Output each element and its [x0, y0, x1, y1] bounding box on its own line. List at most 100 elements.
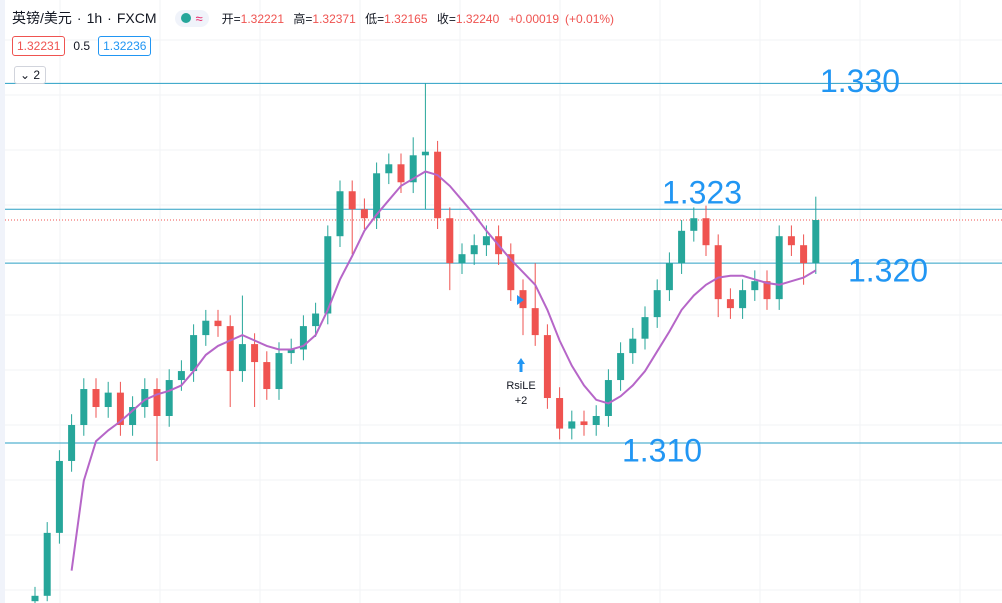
candle-body: [409, 155, 417, 183]
candle-body: [421, 151, 429, 156]
candle-body: [556, 398, 564, 429]
candle-body: [190, 335, 198, 372]
candle-body: [470, 245, 478, 255]
level-label: 1.330: [820, 63, 900, 99]
candle-body: [812, 220, 820, 264]
candle-body: [702, 218, 710, 246]
source: FXCM: [116, 10, 157, 26]
candle-body: [324, 236, 332, 314]
moving-average: [70, 170, 817, 571]
candle-body: [458, 254, 466, 264]
candle-body: [751, 281, 759, 291]
candle-body: [104, 392, 112, 408]
signal-marker: [517, 295, 524, 305]
annotation-text: RsiLE: [506, 380, 535, 392]
candle-body: [275, 353, 283, 390]
candle-body: [580, 421, 588, 425]
candle-body: [678, 230, 686, 264]
candle-body: [92, 389, 100, 408]
plot: RsiLE +2: [31, 83, 820, 603]
symbol: 英镑/美元: [12, 10, 72, 26]
candle-body: [360, 209, 368, 219]
candle-body: [446, 218, 454, 264]
candle-body: [214, 320, 222, 327]
candle-body: [177, 371, 185, 381]
candle-body: [397, 164, 405, 183]
candle-body: [739, 290, 747, 309]
change-pct: (+0.01%): [565, 11, 615, 26]
candle-body: [202, 320, 210, 336]
candle-body: [43, 532, 51, 596]
candle-body: [55, 460, 63, 533]
candle-body: [129, 407, 137, 425]
open-value: 1.32221: [240, 11, 285, 26]
candle-body: [617, 353, 625, 381]
candle-body: [592, 416, 600, 425]
indicator-count: 2: [33, 68, 41, 82]
level-label: 1.320: [848, 253, 928, 289]
candle-body: [800, 245, 808, 264]
high-label: 高=: [293, 11, 313, 26]
candle-body: [543, 335, 551, 399]
sell-button[interactable]: 1.32231: [12, 36, 66, 56]
candle-body: [519, 290, 527, 309]
candle-body: [116, 392, 124, 425]
grid: 1.330 1.323 1.320 1.310: [5, 0, 1002, 603]
spread: 0.5: [73, 39, 91, 53]
candle-body: [726, 299, 734, 309]
low-label: 低=: [365, 11, 385, 26]
level-label: 1.310: [622, 432, 702, 468]
candle-body: [482, 236, 490, 246]
level-label: 1.323: [662, 175, 742, 211]
candle-body: [287, 349, 295, 354]
candle-body: [141, 389, 149, 408]
high-value: 1.32371: [312, 11, 356, 26]
candle-body: [336, 191, 344, 237]
status-pill[interactable]: ≈: [175, 9, 209, 27]
candle-body: [312, 313, 320, 327]
candle-body: [665, 263, 673, 291]
header: 英镑/美元 · 1h · FXCM ≈ 开=1.32221 高=1.32371 低=…: [12, 8, 620, 28]
change: +0.00019: [508, 11, 560, 26]
candle-body: [373, 173, 381, 219]
left-edge: [0, 0, 5, 603]
candle-body: [775, 236, 783, 300]
open-label: 开=: [221, 11, 241, 26]
candle-body: [226, 326, 234, 372]
candle-body: [763, 281, 771, 300]
candle-body: [690, 218, 698, 231]
close-label: 收=: [436, 11, 456, 26]
trade-panel: 1.32231 0.5 1.32236: [12, 36, 152, 56]
candle-body: [153, 389, 161, 417]
candle-body: [507, 254, 515, 291]
annotation-sub: +2: [515, 395, 528, 407]
close-value: 1.32240: [455, 11, 500, 26]
candle-body: [348, 191, 356, 210]
candle-body: [714, 245, 722, 300]
candle-body: [251, 344, 259, 363]
candle-body: [629, 338, 637, 354]
candle-body: [165, 380, 173, 417]
candle-body: [604, 380, 612, 417]
candle-body: [653, 290, 661, 318]
interval: 1h: [86, 10, 103, 26]
candle-body: [299, 326, 307, 350]
candle-body: [263, 362, 271, 390]
indicator-toggle[interactable]: ⌄ 2: [14, 66, 47, 84]
candle-body: [68, 424, 76, 461]
candle-body: [568, 421, 576, 429]
candle-body: [531, 308, 539, 336]
candle-body: [238, 344, 246, 372]
candle-body: [641, 317, 649, 339]
low-value: 1.32165: [384, 11, 428, 26]
ohlc: 开=1.32221 高=1.32371 低=1.32165 收=1.32240 …: [222, 10, 620, 27]
signal-arrow: [517, 358, 525, 372]
candle-body: [31, 595, 39, 602]
candle-body: [787, 236, 795, 246]
candle-body: [80, 389, 88, 425]
candle-body: [385, 164, 393, 174]
candle-body: [434, 151, 442, 219]
buy-button[interactable]: 1.32236: [98, 36, 152, 56]
